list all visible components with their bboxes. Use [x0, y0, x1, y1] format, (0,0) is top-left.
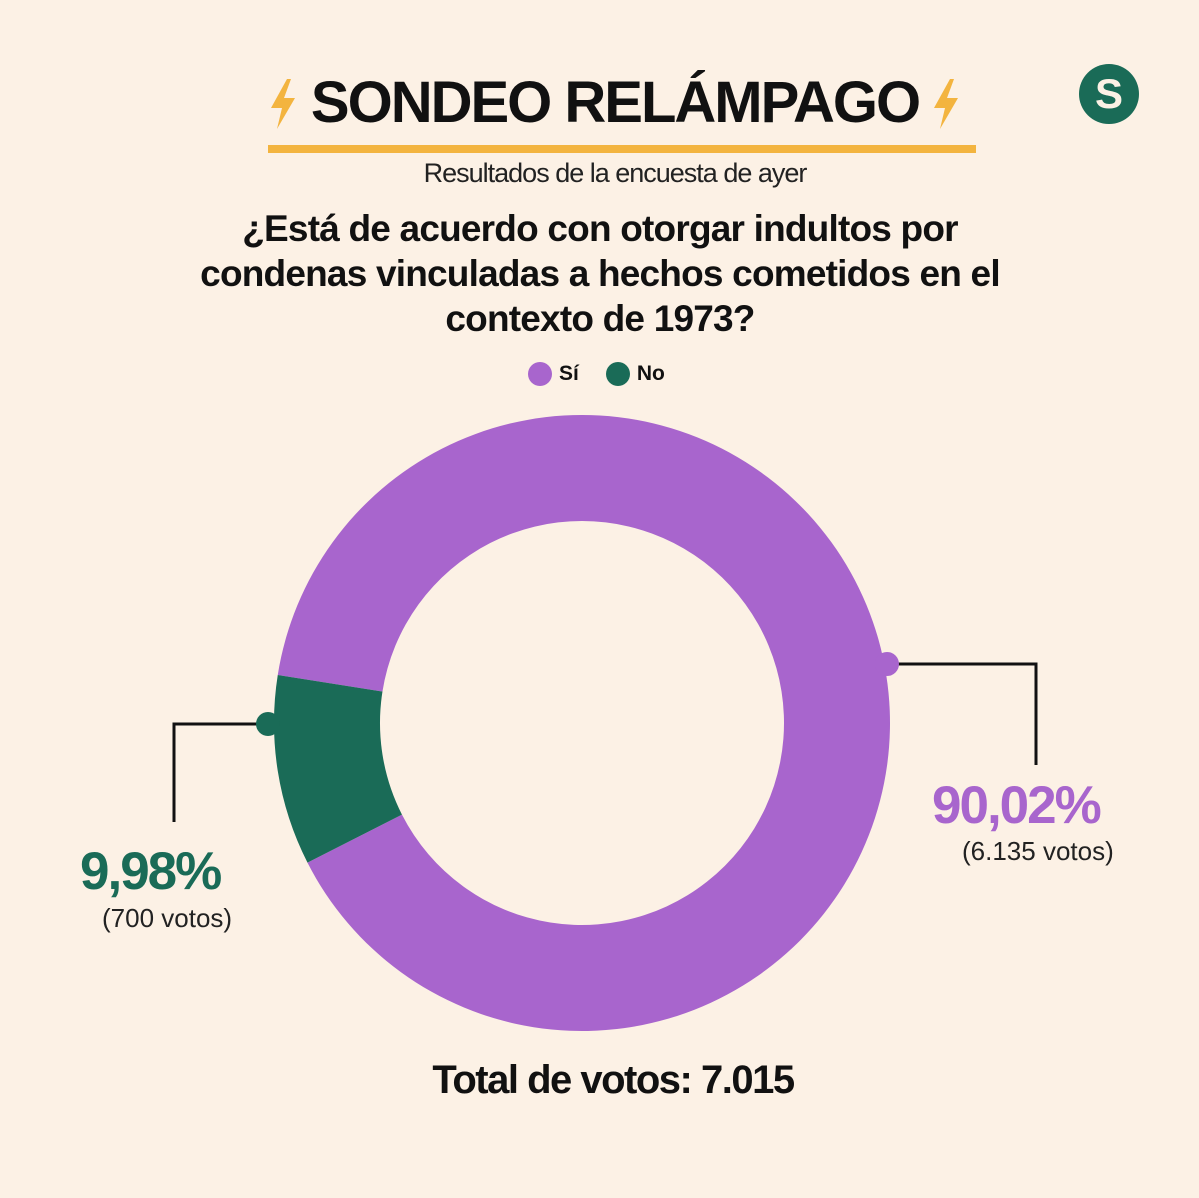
pct-label-no: 9,98% [80, 842, 222, 901]
legend-item-si: Sí [528, 362, 579, 386]
brand-logo-icon: S [1079, 64, 1139, 124]
total-votes: Total de votos: 7.015 [432, 1058, 795, 1102]
legend-swatch-no [605, 362, 630, 386]
votes-label-si: (6.135 votos) [962, 836, 1114, 866]
poll-question: ¿Está de acuerdo con otorgar indultos po… [200, 208, 1000, 339]
pct-label-si: 90,02% [932, 776, 1102, 835]
leader-dot-si [875, 652, 899, 676]
donut-slice-no [273, 675, 402, 863]
subtitle: Resultados de la encuesta de ayer [423, 158, 808, 188]
lightning-bolt-icon [934, 79, 958, 129]
leader-line-si [887, 662, 1038, 765]
lightning-bolt-icon [271, 79, 295, 129]
svg-text:S: S [1095, 70, 1123, 117]
votes-label-no: (700 votos) [102, 903, 233, 933]
leader-line-no [172, 722, 268, 822]
legend-swatch-si [528, 362, 552, 386]
title-underline [268, 145, 976, 153]
legend-label-no: No [636, 362, 665, 385]
chart-legend: Sí No [528, 359, 692, 389]
legend-label-si: Sí [559, 362, 579, 385]
legend-item-no: No [605, 362, 665, 386]
leader-dot-no [256, 712, 280, 736]
page-title: SONDEO RELÁMPAGO [310, 70, 921, 135]
donut-slice-si [277, 415, 890, 1032]
